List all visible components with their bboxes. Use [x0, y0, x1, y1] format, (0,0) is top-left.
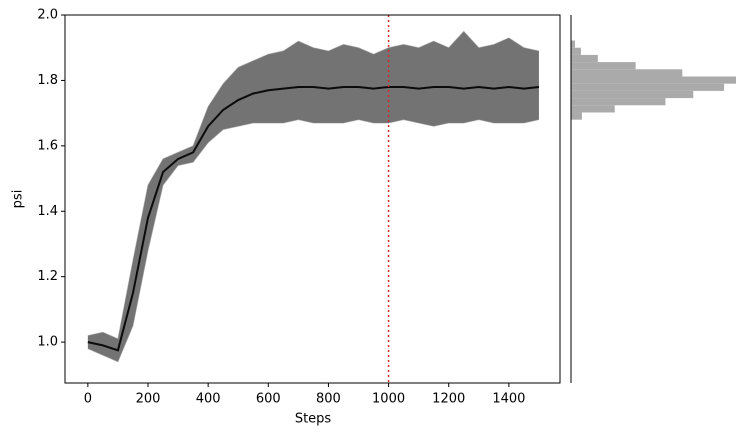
x-tick-label: 1200 — [432, 392, 465, 407]
x-tick-label: 400 — [196, 392, 221, 407]
trace-line — [87, 85, 540, 352]
histogram-bar — [571, 69, 683, 77]
histogram-bar — [571, 83, 725, 91]
y-tick-label: 2.0 — [37, 8, 58, 23]
histogram-bar — [571, 54, 598, 63]
x-axis-label: Steps — [295, 412, 332, 427]
x-tick-label: 800 — [316, 392, 341, 407]
y-tick-label: 1.6 — [37, 138, 58, 153]
x-tick-label: 200 — [136, 392, 161, 407]
x-tick-label: 600 — [256, 392, 281, 407]
histogram-bar — [571, 62, 636, 70]
plot-frame — [64, 14, 561, 384]
trace-line — [87, 119, 540, 363]
y-tick-label: 1.2 — [37, 269, 58, 284]
x-tick-label: 0 — [84, 392, 92, 407]
trace-line — [87, 30, 540, 340]
y-axis-label: psi — [11, 190, 26, 209]
histogram-bar — [571, 98, 666, 106]
histogram-bar — [571, 76, 737, 84]
x-tick-label: 1400 — [492, 392, 525, 407]
histogram-bar — [571, 112, 582, 120]
histogram-bar — [571, 90, 694, 99]
histogram-bar — [571, 40, 575, 48]
histogram-bar — [571, 105, 615, 113]
y-tick-label: 1.8 — [37, 73, 58, 88]
x-tick-label: 1000 — [372, 392, 405, 407]
histogram-bar — [571, 47, 581, 55]
y-tick-label: 1.0 — [37, 335, 58, 350]
y-tick-label: 1.4 — [37, 204, 58, 219]
trace-band — [87, 31, 539, 362]
